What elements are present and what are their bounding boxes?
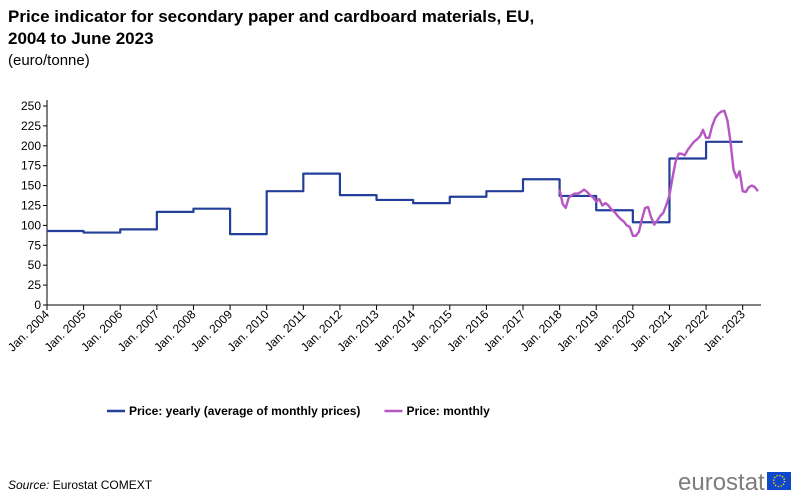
y-tick-label: 150 [21,179,41,193]
data-line [47,140,743,236]
chart-title: 2004 to June 2023 [8,29,154,48]
legend-label: Price: monthly [406,404,490,418]
data-line [558,109,759,237]
y-tick-label: 175 [21,159,41,173]
legend: Price: yearly (average of monthly prices… [107,404,490,418]
legend-label: Price: yearly (average of monthly prices… [129,404,360,418]
source: Source: Eurostat COMEXT [8,478,153,492]
source-text: Eurostat COMEXT [53,478,153,492]
y-tick-label: 225 [21,119,41,133]
y-tick-label: 125 [21,199,41,213]
source-label: Source: [8,478,49,492]
y-tick-label: 0 [34,298,41,312]
y-tick-label: 25 [28,278,42,292]
y-tick-label: 75 [28,238,42,252]
chart-subtitle: (euro/tonne) [8,52,90,69]
logo-text: eurostat [678,469,765,496]
y-tick-label: 50 [28,258,42,272]
eu-flag [767,472,791,490]
y-tick-label: 250 [21,99,41,113]
chart-title: Price indicator for secondary paper and … [8,7,534,26]
y-tick-label: 200 [21,139,41,153]
y-tick-label: 100 [21,218,41,232]
